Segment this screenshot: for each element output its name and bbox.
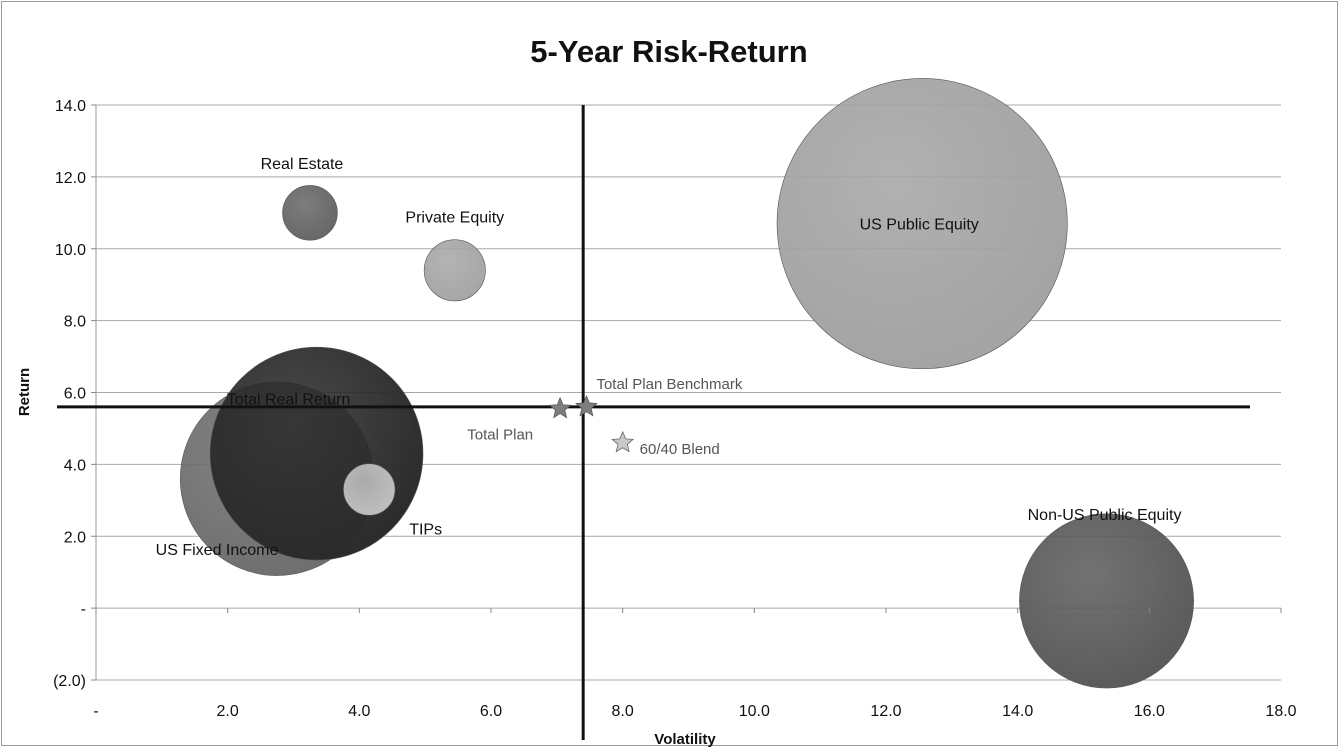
bubble-real-estate	[282, 185, 338, 241]
x-tick-label: 18.0	[1265, 703, 1296, 720]
y-tick-label: 12.0	[55, 170, 86, 187]
y-tick-label: 2.0	[64, 529, 86, 546]
x-tick-label: 14.0	[1002, 703, 1033, 720]
y-tick-label: 6.0	[64, 386, 86, 403]
x-tick-label: 12.0	[870, 703, 901, 720]
x-tick-label: 4.0	[348, 703, 370, 720]
label-60-40-blend: 60/40 Blend	[640, 441, 720, 458]
chart-title: 5-Year Risk-Return	[530, 34, 807, 69]
x-tick-label: 8.0	[612, 703, 634, 720]
bubble-private-equity	[423, 239, 486, 302]
label-us-public-equity: US Public Equity	[860, 217, 979, 234]
y-axis-title: Return	[16, 368, 33, 416]
x-axis-title: Volatility	[654, 731, 716, 748]
label-us-fixed-income: US Fixed Income	[156, 542, 279, 559]
marker-total-plan	[548, 396, 572, 419]
marker-series	[548, 394, 634, 453]
y-tick-label: 4.0	[64, 457, 86, 474]
y-tick-label: 8.0	[64, 314, 86, 331]
bubble-non-us-public-equity	[1019, 513, 1194, 689]
marker-total-plan-benchmark	[575, 394, 598, 417]
x-tick-label: 16.0	[1134, 703, 1165, 720]
y-axis-ticks: (2.0) - 2.0 4.0 6.0 8.0 10.0 12.0 14.0	[53, 98, 96, 690]
bubble-us-public-equity	[776, 78, 1068, 370]
x-axis-ticks: - 2.0 4.0 6.0 8.0 10.0 12.0 14.0 16.0 18.0	[93, 608, 1297, 720]
label-total-real-return: Total Real Return	[227, 392, 351, 409]
x-tick-label: 6.0	[480, 703, 502, 720]
label-total-plan: Total Plan	[467, 427, 533, 444]
y-tick-label: 10.0	[55, 242, 86, 259]
x-tick-label: -	[93, 703, 98, 720]
y-tick-label: (2.0)	[53, 673, 86, 690]
label-non-us-public-equity: Non-US Public Equity	[1028, 507, 1182, 524]
label-private-equity: Private Equity	[405, 209, 504, 226]
label-total-plan-benchmark: Total Plan Benchmark	[596, 376, 742, 393]
bubble-total-real-return	[209, 346, 424, 561]
y-tick-label: 14.0	[55, 98, 86, 115]
label-tips: TIPs	[409, 522, 442, 539]
x-tick-label: 10.0	[739, 703, 770, 720]
x-tick-label: 2.0	[217, 703, 239, 720]
bubble-tips	[343, 463, 396, 516]
y-tick-label: -	[81, 601, 86, 618]
label-real-estate: Real Estate	[261, 156, 344, 173]
reference-lines	[57, 105, 1250, 740]
marker-60-40-blend	[611, 430, 634, 453]
data-labels: US Fixed Income Total Real Return TIPs Real…	[156, 156, 1182, 559]
bubble-series	[179, 78, 1194, 689]
